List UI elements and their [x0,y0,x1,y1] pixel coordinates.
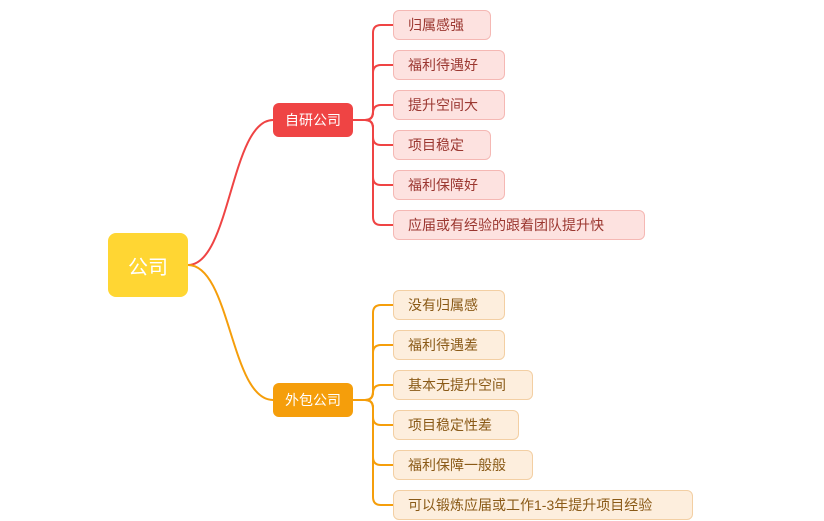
leaf-node[interactable]: 项目稳定性差 [393,410,519,440]
leaf-label: 可以锻炼应届或工作1-3年提升项目经验 [408,495,652,515]
leaf-node[interactable]: 福利保障一般般 [393,450,533,480]
leaf-node[interactable]: 基本无提升空间 [393,370,533,400]
leaf-label: 项目稳定 [408,135,464,155]
leaf-node[interactable]: 福利待遇好 [393,50,505,80]
leaf-node[interactable]: 可以锻炼应届或工作1-3年提升项目经验 [393,490,693,520]
branch-label: 外包公司 [285,390,341,410]
leaf-node[interactable]: 提升空间大 [393,90,505,120]
leaf-node[interactable]: 福利待遇差 [393,330,505,360]
leaf-label: 没有归属感 [408,295,478,315]
leaf-node[interactable]: 福利保障好 [393,170,505,200]
branch-label: 自研公司 [285,110,341,130]
leaf-label: 项目稳定性差 [408,415,492,435]
leaf-label: 福利待遇好 [408,55,478,75]
leaf-label: 福利保障一般般 [408,455,506,475]
leaf-node[interactable]: 应届或有经验的跟着团队提升快 [393,210,645,240]
mindmap-canvas: 公司 自研公司 归属感强福利待遇好提升空间大项目稳定福利保障好应届或有经验的跟着团队… [0,0,824,521]
leaf-label: 福利待遇差 [408,335,478,355]
root-label: 公司 [128,251,168,280]
leaf-label: 应届或有经验的跟着团队提升快 [408,215,604,235]
leaf-label: 归属感强 [408,15,464,35]
root-node[interactable]: 公司 [108,233,188,297]
leaf-label: 基本无提升空间 [408,375,506,395]
leaf-label: 福利保障好 [408,175,478,195]
branch-node-self[interactable]: 自研公司 [273,103,353,137]
leaf-node[interactable]: 归属感强 [393,10,491,40]
leaf-node[interactable]: 项目稳定 [393,130,491,160]
leaf-node[interactable]: 没有归属感 [393,290,505,320]
leaf-label: 提升空间大 [408,95,478,115]
branch-node-outsource[interactable]: 外包公司 [273,383,353,417]
